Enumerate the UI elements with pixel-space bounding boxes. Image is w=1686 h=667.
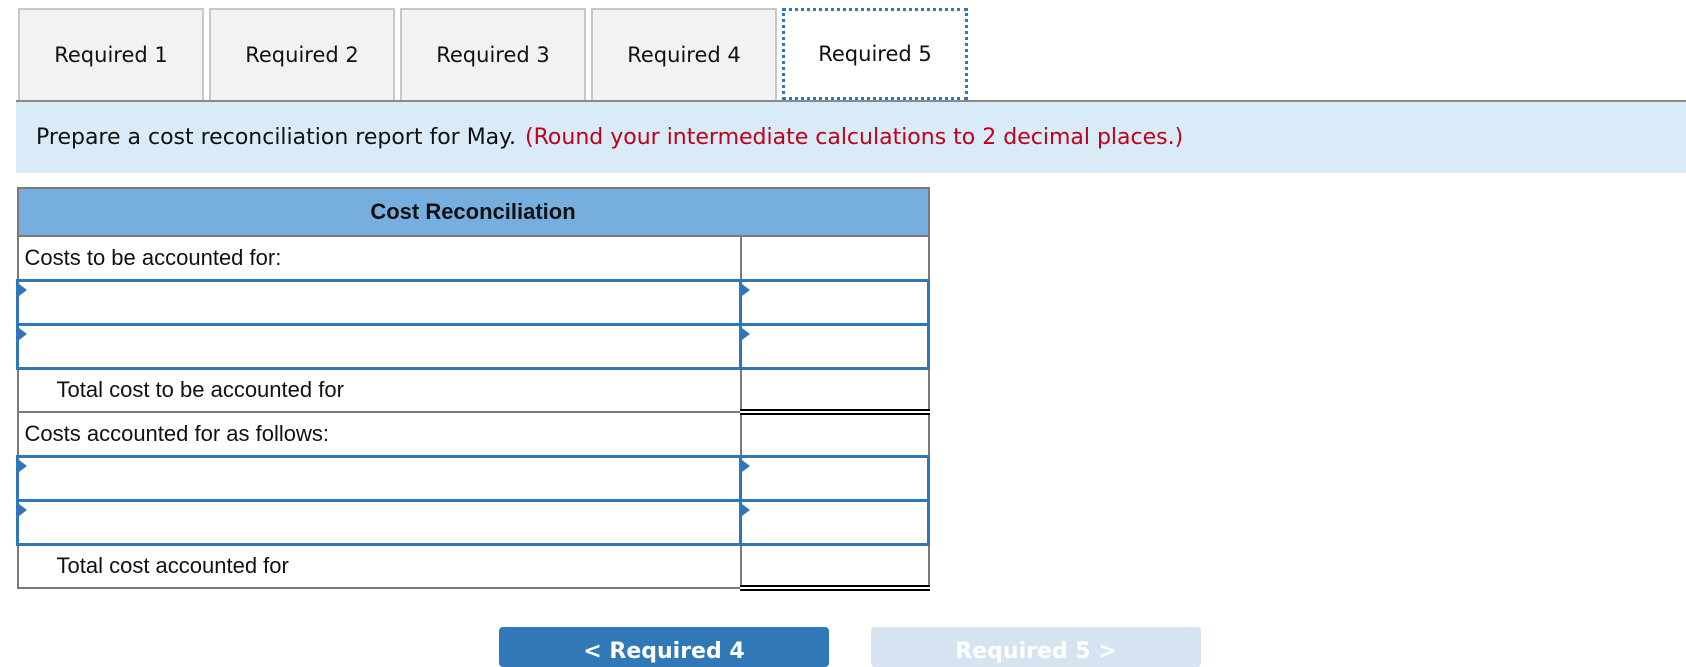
tab-divider <box>16 100 1686 102</box>
total-to-account-amount <box>739 366 930 415</box>
row2-label-input[interactable] <box>19 326 743 366</box>
tab-required-2[interactable]: Required 2 <box>209 8 395 100</box>
table-row: Total cost accounted for <box>16 542 930 591</box>
table-row: Total cost to be accounted for <box>16 366 930 415</box>
row1-amount-input[interactable] <box>742 282 931 322</box>
instruction-banner: Prepare a cost reconciliation report for… <box>16 102 1686 173</box>
total-to-account-label: Total cost to be accounted for <box>16 367 742 413</box>
table-row <box>16 498 931 546</box>
instruction-note: (Round your intermediate calculations to… <box>525 125 1184 150</box>
instruction-text: Prepare a cost reconciliation report for… <box>36 125 517 150</box>
row3-label-input[interactable] <box>19 458 743 498</box>
table-row <box>16 278 931 326</box>
prev-required-button[interactable]: < Required 4 <box>499 627 829 667</box>
tab-required-5[interactable]: Required 5 <box>782 8 968 100</box>
table-row: Costs accounted for as follows: <box>16 411 930 457</box>
table-row <box>16 454 931 502</box>
row4-amount-input[interactable] <box>742 502 931 542</box>
table-row: Costs to be accounted for: <box>16 235 930 281</box>
row3-amount-input[interactable] <box>742 458 931 498</box>
row2-amount-input[interactable] <box>742 326 931 366</box>
cost-reconciliation-table: Cost Reconciliation Costs to be accounte… <box>16 187 931 591</box>
table-title: Cost Reconciliation <box>16 187 930 237</box>
total-accounted-label: Total cost accounted for <box>16 543 742 589</box>
tab-required-1[interactable]: Required 1 <box>18 8 204 100</box>
total-accounted-amount <box>739 542 930 591</box>
next-required-button[interactable]: Required 5 > <box>871 627 1201 667</box>
tab-required-3[interactable]: Required 3 <box>400 8 586 100</box>
costs-to-account-header: Costs to be accounted for: <box>16 235 742 281</box>
row1-label-input[interactable] <box>19 282 743 322</box>
tab-required-4[interactable]: Required 4 <box>591 8 777 100</box>
table-row <box>16 322 931 370</box>
empty-cell <box>739 235 930 281</box>
empty-cell <box>739 411 930 457</box>
row4-label-input[interactable] <box>19 502 743 542</box>
costs-accounted-header: Costs accounted for as follows: <box>16 411 742 457</box>
tab-bar: Required 1 Required 2 Required 3 Require… <box>18 8 968 100</box>
